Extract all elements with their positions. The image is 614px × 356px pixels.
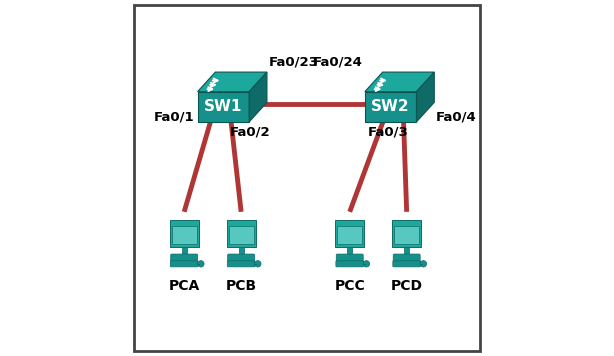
Text: PCD: PCD — [391, 279, 422, 293]
Polygon shape — [198, 72, 267, 92]
Bar — [394, 226, 419, 244]
FancyBboxPatch shape — [393, 254, 420, 262]
Polygon shape — [416, 72, 434, 122]
Bar — [337, 226, 362, 244]
FancyBboxPatch shape — [228, 254, 255, 262]
FancyBboxPatch shape — [336, 261, 363, 267]
Bar — [239, 247, 244, 255]
Circle shape — [363, 261, 370, 267]
FancyBboxPatch shape — [170, 261, 198, 267]
Bar — [227, 220, 256, 247]
Bar — [348, 247, 352, 255]
Text: Fa0/23: Fa0/23 — [269, 56, 319, 69]
FancyBboxPatch shape — [393, 261, 421, 267]
Polygon shape — [365, 72, 434, 92]
Bar — [404, 247, 409, 255]
FancyBboxPatch shape — [336, 254, 363, 262]
FancyBboxPatch shape — [227, 261, 255, 267]
Text: Fa0/2: Fa0/2 — [230, 126, 270, 138]
Bar — [392, 220, 421, 247]
Circle shape — [255, 261, 261, 267]
Text: PCC: PCC — [335, 279, 365, 293]
Circle shape — [420, 261, 427, 267]
Text: PCB: PCB — [225, 279, 257, 293]
Bar — [335, 220, 364, 247]
Circle shape — [198, 261, 204, 267]
Polygon shape — [198, 92, 249, 122]
Polygon shape — [365, 92, 416, 122]
Text: Fa0/4: Fa0/4 — [436, 110, 477, 124]
Bar — [172, 226, 196, 244]
Text: Fa0/3: Fa0/3 — [367, 126, 408, 138]
Text: Fa0/24: Fa0/24 — [313, 56, 363, 69]
FancyBboxPatch shape — [171, 254, 198, 262]
Text: SW1: SW1 — [204, 99, 243, 114]
Text: SW2: SW2 — [371, 99, 410, 114]
Text: Fa0/1: Fa0/1 — [154, 110, 194, 124]
Bar — [228, 226, 254, 244]
Bar — [182, 247, 187, 255]
Bar — [169, 220, 199, 247]
Polygon shape — [249, 72, 267, 122]
Text: PCA: PCA — [169, 279, 200, 293]
